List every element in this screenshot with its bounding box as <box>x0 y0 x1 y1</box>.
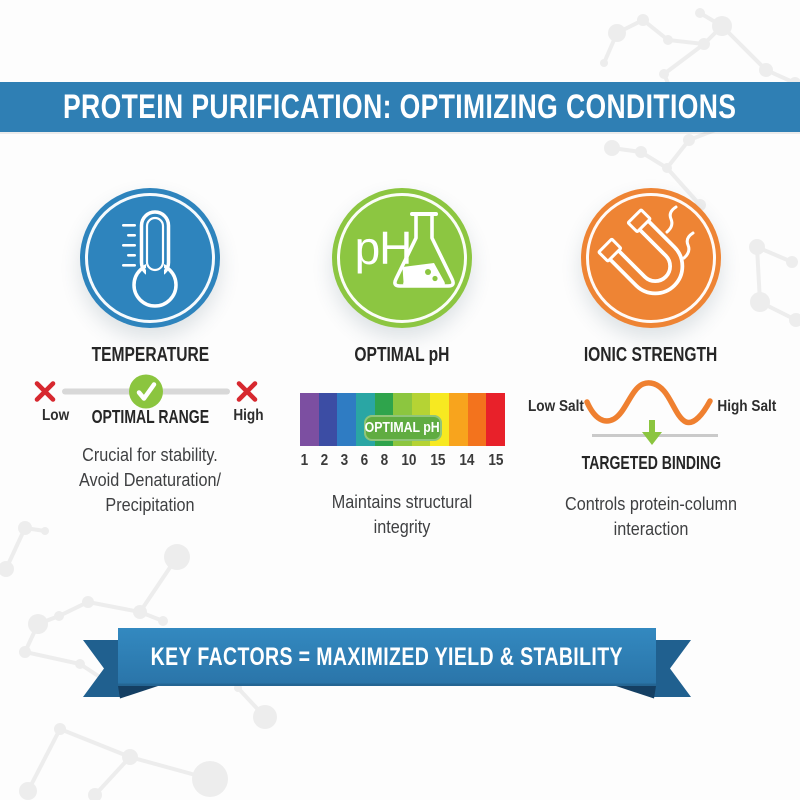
optimal-ph-badge-label: OPTIMAL pH <box>364 420 441 436</box>
ph-flask-icon <box>393 212 455 288</box>
low-label: Low <box>42 407 70 424</box>
ionic-description: Controls protein-column interaction <box>526 492 776 542</box>
ph-scale-segment <box>449 393 468 446</box>
header-banner: PROTEIN PURIFICATION: OPTIMIZING CONDITI… <box>0 82 800 132</box>
ionic-strength-column: IONIC STRENGTH Low Salt High Salt TARGET… <box>526 186 776 542</box>
ph-scale-number: 15 <box>488 452 504 469</box>
ph-circle: pH <box>332 188 472 328</box>
description-line: Maintains structural <box>331 492 473 512</box>
ribbon-body <box>118 628 656 686</box>
key-factors-label: KEY FACTORS = MAXIMIZED YIELD & STABILIT… <box>150 642 624 671</box>
temperature-title: TEMPERATURE <box>91 344 209 366</box>
description-line: Crucial for stability. <box>82 445 218 465</box>
x-icon-high <box>236 381 258 402</box>
optimal-range-label: OPTIMAL RANGE <box>91 407 209 427</box>
ribbon-tail-right <box>652 640 691 697</box>
ph-scale-segment <box>486 393 506 446</box>
ph-title: OPTIMAL pH <box>354 344 450 366</box>
ph-scale-number: 6 <box>360 452 369 469</box>
ionic-title: IONIC STRENGTH <box>584 344 718 366</box>
salt-wave-diagram: Low Salt High Salt <box>526 374 776 450</box>
ribbon-fold-right <box>616 686 656 699</box>
low-salt-label: Low Salt <box>528 398 584 415</box>
description-line: Avoid Denaturation/ <box>78 470 222 490</box>
description-line: Controls protein-column <box>565 494 737 514</box>
targeted-binding-label: TARGETED BINDING <box>581 453 721 473</box>
ph-color-scale: OPTIMAL pH <box>300 393 506 446</box>
temperature-circle <box>80 188 220 328</box>
ribbon-tail-left <box>83 640 122 697</box>
ph-scale-segment <box>318 393 338 446</box>
ph-scale-number: 8 <box>380 452 389 469</box>
x-icon-low <box>34 381 56 402</box>
ionic-circle <box>581 188 721 328</box>
ph-scale-number: 10 <box>401 452 417 469</box>
high-label: High <box>233 407 264 424</box>
thermometer-icon <box>122 210 178 308</box>
temperature-description: Crucial for stability. Avoid Denaturatio… <box>30 443 270 518</box>
description-line: Precipitation <box>105 495 195 515</box>
ph-scale-number: 1 <box>300 452 309 469</box>
ph-scale-number: 2 <box>320 452 329 469</box>
optimal-ph-badge: OPTIMAL pH <box>363 415 442 441</box>
ph-scale-number: 14 <box>459 452 475 469</box>
ph-column: pH OPTIMAL pH OPTIMAL pH 1 2 3 6 8 10 <box>282 186 522 540</box>
temperature-range-slider <box>34 374 258 409</box>
high-salt-label: High Salt <box>717 398 776 415</box>
ph-scale-segment <box>300 393 319 446</box>
ph-scale-segment <box>467 393 487 446</box>
down-arrow-icon <box>642 420 662 445</box>
check-icon <box>129 374 163 409</box>
ribbon-fold-left <box>118 686 158 699</box>
temperature-slider-labels: Low OPTIMAL RANGE High <box>30 407 270 427</box>
magnet-icon <box>597 205 695 296</box>
ph-scale-number: 15 <box>430 452 446 469</box>
wave-icon <box>584 380 713 426</box>
page-title: PROTEIN PURIFICATION: OPTIMIZING CONDITI… <box>63 87 737 126</box>
ribbon-shape <box>83 628 691 699</box>
ph-scale-number: 3 <box>340 452 349 469</box>
description-line: integrity <box>373 517 431 537</box>
temperature-column: TEMPERATURE Low OPTIMAL RANGE High Cruci… <box>30 186 270 518</box>
ph-description: Maintains structural integrity <box>282 490 522 540</box>
ph-circle-text: pH <box>354 222 413 274</box>
ph-scale-segment <box>337 393 356 446</box>
ph-scale-numbers: 1 2 3 6 8 10 15 14 15 <box>300 452 505 470</box>
description-line: interaction <box>613 519 689 539</box>
key-factors-ribbon: KEY FACTORS = MAXIMIZED YIELD & STABILIT… <box>78 628 696 700</box>
